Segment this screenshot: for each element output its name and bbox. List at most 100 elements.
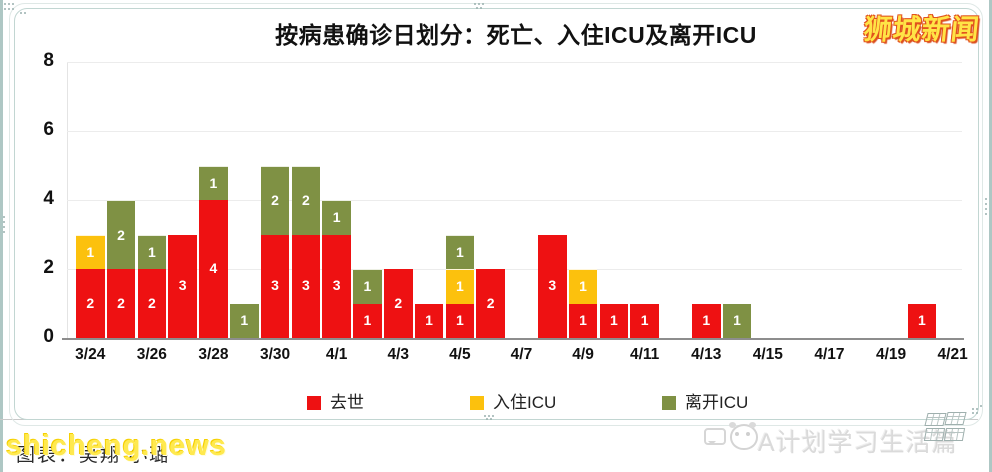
bar-segment-3/28-icu-out: 1 [199,165,228,200]
bar-segment-4/5-icu-out: 1 [445,234,475,269]
bar-segment-4/8-deaths: 3 [538,234,567,338]
handle-dot[interactable] [484,415,486,417]
handle-dot[interactable] [486,418,488,420]
x-axis-tick: 4/15 [752,346,783,363]
bar-segment-4/5-icu-in: 1 [445,269,475,304]
bar-segment-3/31-icu-out: 2 [291,165,321,235]
aplan-watermark: A计划学习生活篇 [758,429,958,457]
chart-title: 按病患确诊日划分：死亡、入住ICU及离开ICU [275,22,757,48]
bar-segment-4/4-deaths: 1 [414,303,444,338]
handle-dot[interactable] [3,231,5,233]
legend-label-icu-out: 离开ICU [685,393,749,412]
y-axis-tick: 6 [43,119,54,140]
bar-segment-4/5-deaths: 1 [445,303,475,338]
handle-dot[interactable] [12,8,14,10]
panda-face-icon [729,422,758,450]
bar-value-label: 1 [86,243,95,260]
bar-segment-3/26-icu-out: 1 [137,234,167,269]
bar-segment-3/30-deaths: 3 [260,234,290,338]
bar-value-label: 1 [363,311,372,328]
bar-value-label: 2 [486,294,495,311]
bar-segment-3/24-icu-in: 1 [76,234,105,269]
gridline-y8 [67,62,962,63]
handle-dot[interactable] [985,203,987,205]
handle-dot[interactable] [976,412,978,414]
x-axis-line [62,338,964,340]
x-axis-tick: 3/26 [136,346,167,363]
left-edge-strip [0,0,3,472]
handle-dot[interactable] [478,3,480,5]
bar-value-label: 3 [301,277,310,294]
handle-dot[interactable] [480,7,482,9]
handle-dot[interactable] [4,3,6,5]
handle-dot[interactable] [976,408,978,410]
bar-segment-3/28-deaths: 4 [199,200,228,338]
x-axis-tick: 4/7 [510,346,533,363]
bar-segment-4/9-icu-in: 1 [568,269,598,304]
bar-value-label: 1 [455,278,464,295]
bar-value-label: 3 [271,277,279,294]
deaths-swatch-icon [307,396,321,410]
handle-dot[interactable] [3,221,5,223]
bar-segment-4/11-deaths: 1 [630,303,659,338]
bar-segment-4/1-deaths: 3 [322,234,351,338]
bar-value-label: 2 [394,294,403,311]
bar-value-label: 1 [455,243,464,260]
bar-value-label: 1 [579,278,587,295]
y-axis-tick: 2 [43,257,54,278]
handle-dot[interactable] [3,216,5,218]
bar-value-label: 4 [209,260,218,276]
bar-value-label: 2 [86,294,95,311]
handle-dot[interactable] [4,8,6,10]
handle-dot[interactable] [474,3,476,5]
legend-label-deaths: 去世 [330,393,364,412]
bar-value-label: 1 [240,311,249,328]
handle-dot[interactable] [482,3,484,5]
x-axis-tick: 4/21 [937,346,968,363]
icu-out-swatch-icon [662,396,676,410]
bar-value-label: 1 [363,278,372,295]
handle-dot[interactable] [490,418,492,420]
handle-dot[interactable] [476,7,478,9]
bar-segment-4/1-icu-out: 1 [322,200,351,235]
handle-dot[interactable] [20,12,22,14]
bar-value-label: 1 [702,311,711,328]
bar-segment-3/24-deaths: 2 [76,269,105,338]
handle-dot[interactable] [985,213,987,215]
handle-dot[interactable] [8,3,10,5]
handle-dot[interactable] [3,226,5,228]
gridline-y6 [67,131,962,132]
handle-dot[interactable] [492,415,494,417]
handle-dot[interactable] [12,3,14,5]
bar-segment-4/2-deaths: 1 [353,303,382,338]
handle-dot[interactable] [8,8,10,10]
bar-value-label: 1 [917,311,926,328]
bar-value-label: 3 [178,277,187,294]
x-axis-tick: 3/30 [259,346,291,363]
handle-dot[interactable] [980,405,982,407]
bar-value-label: 1 [147,243,156,260]
handle-dot[interactable] [488,415,490,417]
shicheng-watermark: shicheng.news [6,430,227,462]
handle-dot[interactable] [972,412,974,414]
x-axis-tick: 4/13 [691,346,722,363]
bar-value-label: 3 [548,277,557,294]
handle-dot[interactable] [985,198,987,200]
bar-value-label: 2 [117,294,125,311]
x-axis-tick: 4/3 [387,346,410,363]
handle-dot[interactable] [24,12,26,14]
y-axis-tick: 0 [43,326,54,347]
handle-dot[interactable] [985,208,987,210]
plot-area: 2 1 2 2 2 1 3 4 1 1 3 2 3 2 3 1 1 1 2 1 1 1 1 2 3 1 1 1 1 1 1 1 [67,62,962,338]
x-axis-tick: 4/19 [875,346,907,363]
bar-segment-3/29-icu-out: 1 [230,303,259,338]
bar-value-label: 1 [455,311,464,328]
bar-value-label: 1 [579,311,587,328]
bar-segment-4/20-deaths: 1 [907,303,937,338]
chart-card-outer-frame [9,3,983,426]
bar-segment-3/27-deaths: 3 [168,234,197,338]
gridline-y2 [67,269,962,270]
handle-dot[interactable] [972,408,974,410]
legend-item-icu-in: 入住ICU [470,388,556,412]
